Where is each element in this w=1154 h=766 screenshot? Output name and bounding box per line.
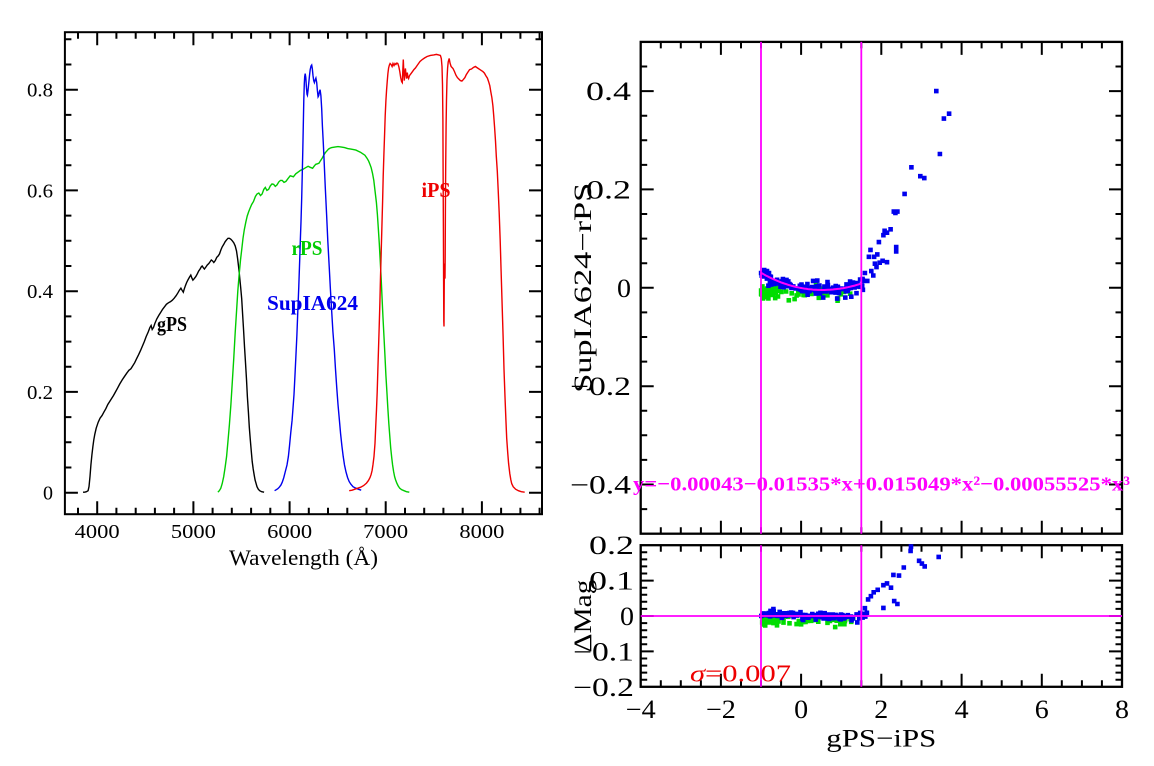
svg-text:gPS−iPS: gPS−iPS <box>826 726 936 753</box>
svg-text:gPS: gPS <box>157 312 187 336</box>
svg-text:0: 0 <box>43 483 53 505</box>
svg-text:−0.2: −0.2 <box>573 673 634 702</box>
svg-text:0.6: 0.6 <box>27 180 53 202</box>
svg-text:0.2: 0.2 <box>27 382 53 404</box>
svg-text:0: 0 <box>620 602 634 631</box>
svg-text:SupIA624: SupIA624 <box>267 291 358 315</box>
svg-text:−0.1: −0.1 <box>573 637 634 666</box>
svg-text:−0.2: −0.2 <box>570 372 631 401</box>
svg-text:7000: 7000 <box>363 521 408 543</box>
svg-text:0.4: 0.4 <box>27 281 53 303</box>
svg-text:8: 8 <box>1115 695 1129 724</box>
svg-text:6000: 6000 <box>267 521 312 543</box>
svg-text:−4: −4 <box>626 695 656 724</box>
svg-text:4000: 4000 <box>75 521 120 543</box>
svg-text:−2: −2 <box>706 695 736 724</box>
svg-text:0.4: 0.4 <box>586 77 631 106</box>
svg-text:0.1: 0.1 <box>589 567 634 596</box>
svg-text:0.8: 0.8 <box>27 80 53 102</box>
svg-text:ΔMag: ΔMag <box>570 579 597 653</box>
svg-text:8000: 8000 <box>459 521 504 543</box>
svg-text:0.2: 0.2 <box>589 531 634 560</box>
svg-text:6: 6 <box>1035 695 1049 724</box>
svg-text:SupIA624−rPS: SupIA624−rPS <box>570 183 597 393</box>
svg-text:rPS: rPS <box>292 236 323 260</box>
svg-text:−0.4: −0.4 <box>570 471 631 500</box>
svg-text:σ=0.007: σ =0.007 <box>690 662 791 688</box>
svg-text:2: 2 <box>874 695 888 724</box>
svg-text:0.2: 0.2 <box>586 175 631 204</box>
svg-text:0: 0 <box>794 695 808 724</box>
svg-text:4: 4 <box>955 695 969 724</box>
svg-text:y=−0.00043−0.01535*x+0.015049*: y=−0.00043−0.01535*x+0.015049*x²−0.00055… <box>633 474 1130 496</box>
svg-text:5000: 5000 <box>171 521 216 543</box>
svg-text:0: 0 <box>617 274 631 303</box>
svg-text:Wavelength (Å): Wavelength (Å) <box>229 545 378 570</box>
svg-text:iPS: iPS <box>422 178 451 202</box>
